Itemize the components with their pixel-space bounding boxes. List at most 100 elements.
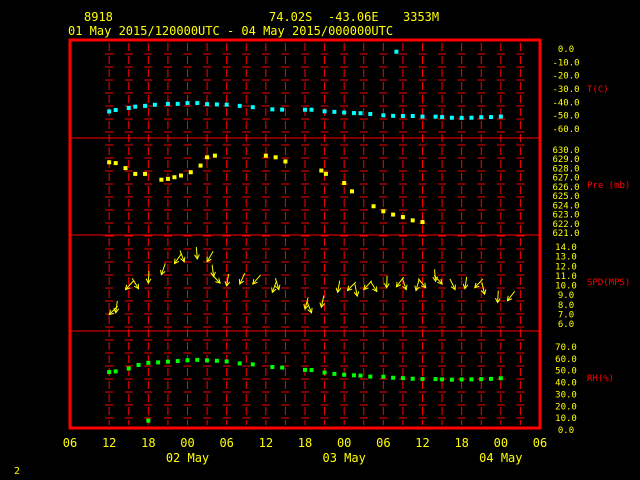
temperature-point [270, 107, 275, 112]
humidity-point [185, 358, 190, 363]
elevation: 3353M [403, 10, 440, 24]
y-tick-label: 6.0 [558, 320, 574, 330]
temperature-point [449, 115, 454, 120]
wind-arrow [173, 253, 182, 265]
wind-arrow [494, 290, 501, 304]
humidity-point [489, 376, 494, 381]
latitude: 74.02S [269, 10, 313, 24]
temperature-point [133, 104, 138, 109]
humidity-point [214, 358, 219, 363]
humidity-point [358, 373, 363, 378]
pressure-point [212, 153, 217, 158]
humidity-point [440, 377, 445, 382]
y-tick-label: -40.0 [552, 98, 579, 108]
temperature-point [410, 114, 415, 118]
humidity-point [156, 360, 161, 365]
humidity-point [368, 374, 373, 379]
x-date-label: 02 May [166, 451, 209, 465]
pressure-point [323, 171, 328, 176]
temperature-point [469, 115, 474, 120]
humidity-point [126, 366, 131, 371]
wind-arrow [303, 297, 309, 311]
y-tick-label: 8.0 [558, 301, 574, 311]
temperature-point [498, 114, 503, 119]
y-tick-label: 629.0 [552, 155, 579, 165]
humidity-point [351, 373, 356, 378]
y-tick-label: 7.0 [558, 310, 574, 320]
x-tick-label: 00 [337, 436, 351, 450]
y-tick-label: 11.0 [555, 272, 577, 282]
y-tick-label: 624.0 [552, 201, 579, 211]
x-date-label: 03 May [322, 451, 365, 465]
temperature-point [195, 101, 200, 106]
pressure-point [198, 163, 203, 168]
temperature-point [303, 107, 307, 112]
longitude: -43.06E [328, 10, 379, 24]
x-tick-label: 12 [259, 436, 273, 450]
temperature-point [322, 109, 327, 114]
y-tick-label: -20.0 [552, 72, 579, 82]
y-tick-label: -50.0 [552, 112, 579, 122]
y-tick-label: 10.0 [555, 282, 577, 292]
wind-arrow [462, 276, 469, 290]
pressure-point [143, 171, 148, 176]
panel-label: Pre (mb) [587, 181, 630, 191]
temperature-point [107, 109, 112, 114]
pressure-point [420, 220, 425, 225]
x-tick-label: 06 [533, 436, 547, 450]
wind-arrow [383, 275, 390, 289]
wind-arrow [206, 251, 214, 263]
temperature-point [433, 114, 438, 119]
y-tick-label: 20.0 [555, 402, 577, 412]
wind-arrow [346, 281, 357, 292]
temperature-point [214, 102, 219, 107]
pressure-point [283, 159, 288, 164]
temperature-point [394, 49, 399, 54]
page-number: 2 [14, 466, 21, 477]
wind-arrow [131, 278, 140, 290]
humidity-point [410, 376, 415, 381]
y-tick-label: 13.0 [555, 253, 577, 263]
humidity-point [237, 361, 242, 366]
x-tick-label: 06 [63, 436, 77, 450]
wind-arrow [211, 274, 221, 284]
humidity-point [280, 365, 285, 370]
temperature-point [332, 109, 337, 114]
temperature-point [440, 115, 445, 120]
humidity-point [469, 377, 474, 382]
y-tick-label: 12.0 [555, 262, 577, 272]
humidity-point [309, 368, 314, 373]
station-id: 8918 [84, 10, 113, 24]
temperature-point [152, 102, 157, 107]
humidity-point [433, 377, 438, 382]
wind-arrow [335, 280, 342, 294]
humidity-point [322, 370, 327, 375]
y-tick-label: 627.0 [552, 174, 579, 184]
pressure-point [263, 153, 268, 158]
temperature-point [113, 108, 118, 112]
humidity-point [270, 364, 275, 369]
x-tick-label: 12 [102, 436, 116, 450]
wind-arrow [238, 272, 246, 285]
pressure-point [172, 175, 177, 180]
temperature-point [165, 101, 170, 106]
y-tick-label: 70.0 [555, 343, 577, 353]
wind-arrow [353, 284, 360, 298]
humidity-point [459, 377, 464, 382]
pressure-point [159, 177, 164, 182]
y-tick-label: 628.0 [552, 164, 579, 174]
panel-label: RH(%) [587, 374, 614, 384]
pressure-point [391, 212, 396, 217]
wind-arrow [401, 278, 408, 291]
wind-arrow [160, 263, 166, 276]
pressure-point [205, 155, 210, 160]
y-tick-label: 621.0 [552, 229, 579, 239]
temperature-point [420, 114, 425, 119]
pressure-point [381, 209, 386, 214]
pressure-point [319, 168, 324, 173]
x-tick-label: 18 [298, 436, 312, 450]
wind-arrow [370, 281, 378, 293]
temperature-point [185, 101, 190, 106]
y-tick-label: 9.0 [558, 291, 574, 301]
pressure-point [178, 173, 183, 178]
